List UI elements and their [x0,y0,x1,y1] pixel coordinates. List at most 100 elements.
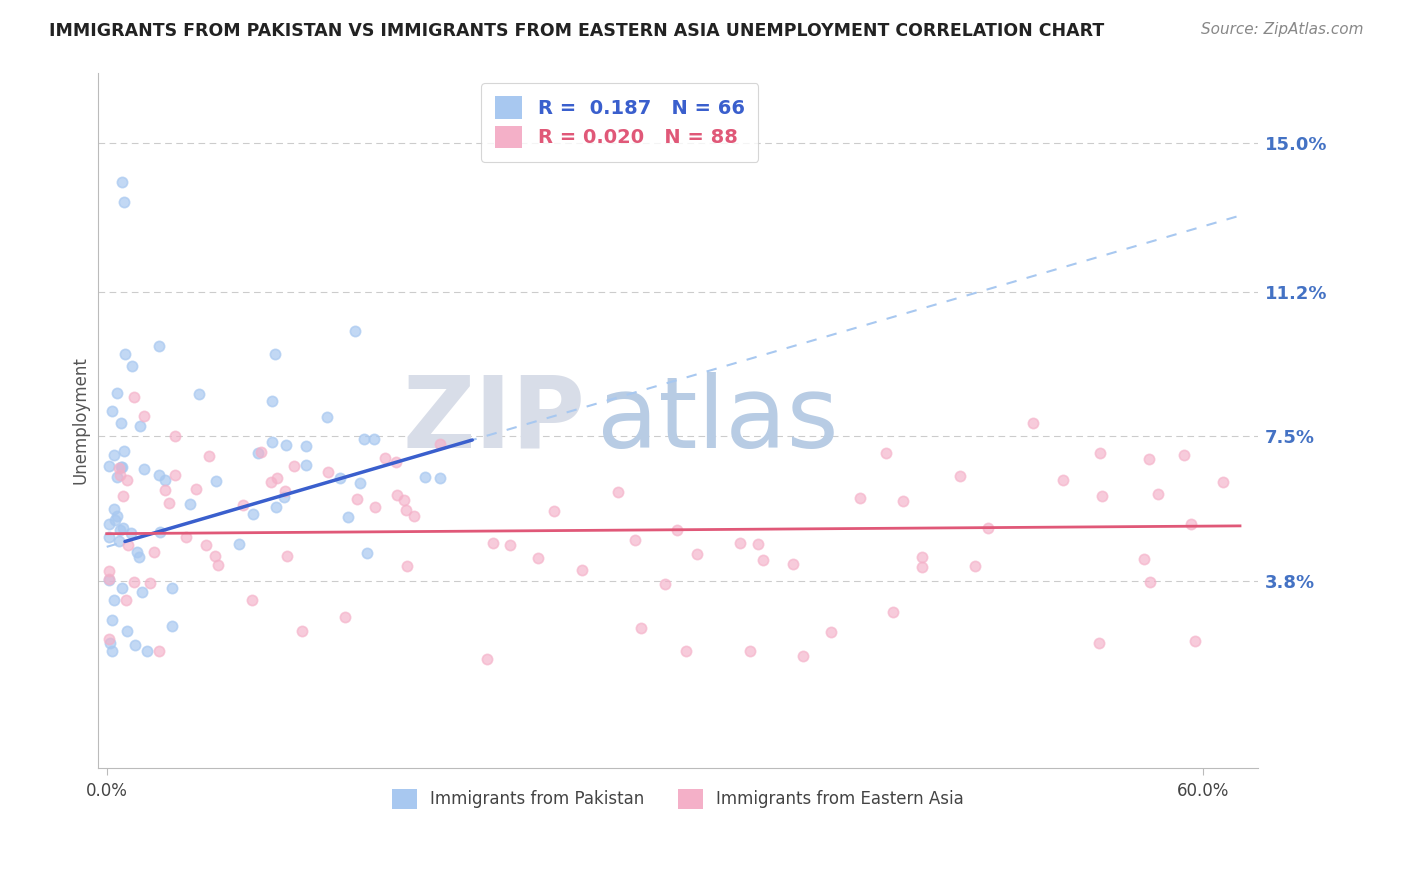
Point [977,521,1000,535]
Point [1212,475,1234,490]
Point [1090,446,1112,460]
Point [665,523,688,537]
Point [155,473,177,487]
Point [115,592,138,607]
Point [138,576,160,591]
Point [276,549,298,564]
Point [103,501,125,516]
Text: atlas: atlas [596,372,838,469]
Point [260,475,283,490]
Point [135,644,157,658]
Point [1090,489,1112,503]
Point [429,471,451,485]
Point [108,523,131,537]
Y-axis label: Unemployment: Unemployment [72,357,89,484]
Point [891,494,914,508]
Point [543,504,565,518]
Point [910,559,932,574]
Point [110,459,132,474]
Point [111,521,134,535]
Point [571,563,593,577]
Point [730,536,752,550]
Point [291,624,314,639]
Point [394,492,416,507]
Point [849,491,872,506]
Point [111,175,134,189]
Point [124,390,146,404]
Point [911,549,934,564]
Point [120,525,142,540]
Point [349,476,371,491]
Point [747,537,769,551]
Point [97,573,120,587]
Point [336,510,359,524]
Point [1088,636,1111,650]
Point [112,443,135,458]
Point [207,558,229,572]
Point [98,636,121,650]
Point [875,445,897,459]
Text: Source: ZipAtlas.com: Source: ZipAtlas.com [1201,22,1364,37]
Point [329,471,352,485]
Point [103,593,125,607]
Point [363,432,385,446]
Point [157,496,180,510]
Point [782,557,804,571]
Point [112,194,135,209]
Point [101,644,124,658]
Point [499,538,522,552]
Point [294,439,316,453]
Point [264,500,287,514]
Point [111,581,134,595]
Point [654,577,676,591]
Point [262,394,284,409]
Point [242,507,264,521]
Point [384,455,406,469]
Point [263,347,285,361]
Point [110,460,132,475]
Point [205,474,228,488]
Point [97,458,120,473]
Point [792,648,814,663]
Point [675,644,697,658]
Point [100,613,122,627]
Point [429,437,451,451]
Point [274,437,297,451]
Point [606,485,628,500]
Point [188,387,211,401]
Point [274,483,297,498]
Point [335,610,357,624]
Point [165,429,187,443]
Point [482,536,505,550]
Point [105,509,128,524]
Point [820,624,842,639]
Point [1133,552,1156,566]
Point [108,461,131,475]
Point [121,359,143,373]
Point [247,446,270,460]
Point [353,433,375,447]
Point [162,619,184,633]
Point [385,488,408,502]
Point [526,550,548,565]
Point [142,545,165,559]
Point [97,531,120,545]
Point [260,434,283,449]
Point [108,533,131,548]
Point [364,500,387,515]
Point [413,469,436,483]
Point [344,325,367,339]
Point [395,503,418,517]
Point [148,339,170,353]
Point [131,585,153,599]
Text: IMMIGRANTS FROM PAKISTAN VS IMMIGRANTS FROM EASTERN ASIA UNEMPLOYMENT CORRELATIO: IMMIGRANTS FROM PAKISTAN VS IMMIGRANTS F… [49,22,1105,40]
Point [1052,473,1074,487]
Point [1139,574,1161,589]
Point [752,552,775,566]
Point [346,491,368,506]
Point [101,404,124,418]
Point [148,644,170,658]
Point [738,644,761,658]
Point [124,638,146,652]
Point [204,549,226,564]
